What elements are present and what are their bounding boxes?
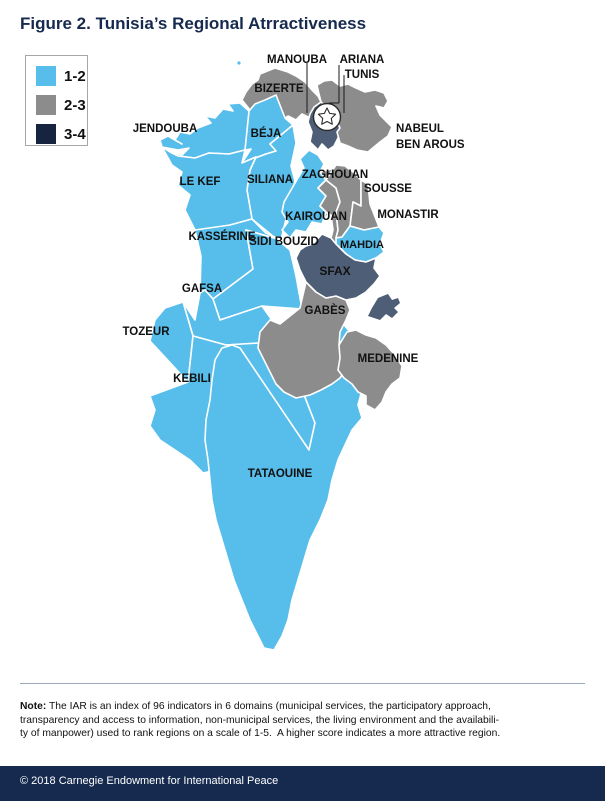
svg-text:MAHDIA: MAHDIA	[340, 239, 384, 251]
svg-text:TOZEUR: TOZEUR	[122, 326, 170, 338]
svg-text:KEBILI: KEBILI	[173, 373, 211, 385]
svg-text:SFAX: SFAX	[319, 264, 350, 278]
svg-text:BÉJA: BÉJA	[251, 127, 282, 140]
svg-text:GAFSA: GAFSA	[182, 283, 222, 295]
svg-text:KAIROUAN: KAIROUAN	[285, 211, 347, 223]
svg-text:LE KEF: LE KEF	[180, 176, 221, 188]
svg-text:KASSÉRINE: KASSÉRINE	[188, 230, 255, 243]
svg-text:TUNIS: TUNIS	[345, 69, 380, 81]
svg-text:JENDOUBA: JENDOUBA	[133, 123, 198, 135]
svg-text:MANOUBA: MANOUBA	[267, 54, 327, 66]
svg-text:MEDENINE: MEDENINE	[358, 353, 419, 365]
svg-text:MONASTIR: MONASTIR	[377, 209, 439, 221]
svg-text:SOUSSE: SOUSSE	[364, 183, 412, 195]
svg-text:SILIANA: SILIANA	[247, 174, 293, 186]
svg-text:NABEUL: NABEUL	[396, 123, 444, 135]
svg-text:ARIANA: ARIANA	[340, 54, 385, 66]
svg-text:BEN AROUS: BEN AROUS	[396, 139, 465, 151]
svg-text:BIZERTE: BIZERTE	[254, 83, 304, 95]
svg-text:ZAGHOUAN: ZAGHOUAN	[302, 169, 368, 181]
svg-text:TATAOUINE: TATAOUINE	[248, 468, 313, 480]
svg-text:GABÈS: GABÈS	[305, 304, 346, 317]
svg-text:SIDI BOUZID: SIDI BOUZID	[249, 236, 319, 248]
